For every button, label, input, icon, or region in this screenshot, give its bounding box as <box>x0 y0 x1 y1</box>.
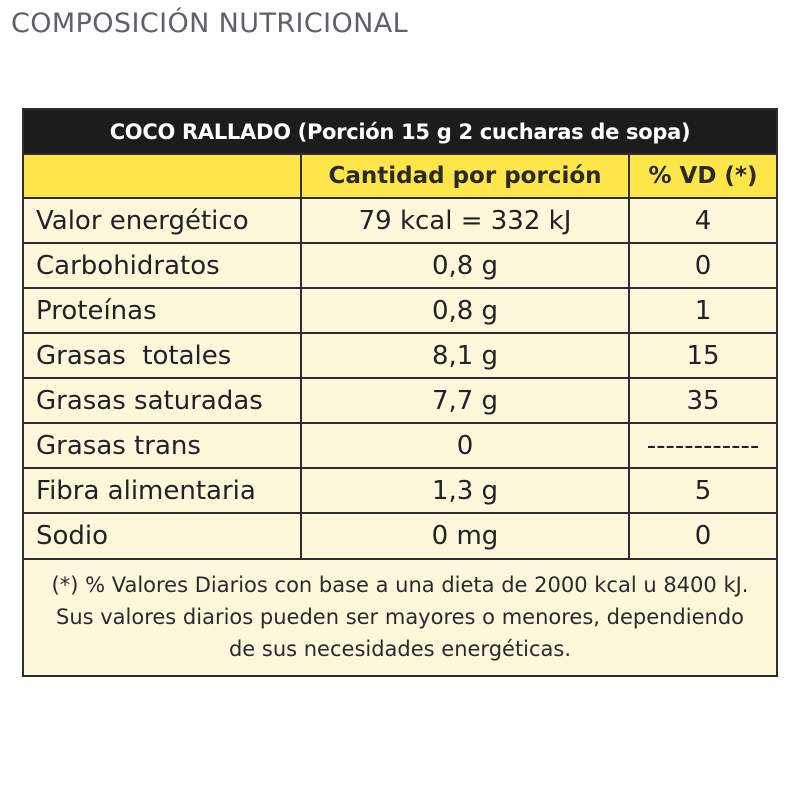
table-row: Valor energético 79 kcal = 332 kJ 4 <box>24 197 776 243</box>
table-row: Sodio 0 mg 0 <box>24 512 776 558</box>
nutrient-amount: 0 <box>301 422 630 468</box>
nutrient-amount: 1,3 g <box>301 467 630 513</box>
nutrient-name: Grasas totales <box>24 332 302 378</box>
nutrient-dv: ------------ <box>629 422 776 468</box>
nutrient-dv: 35 <box>629 377 776 423</box>
nutrient-amount: 0,8 g <box>301 287 630 333</box>
nutrient-name: Grasas trans <box>24 422 302 468</box>
column-header-amount: Cantidad por porción <box>301 153 630 198</box>
nutrient-name: Fibra alimentaria <box>24 467 302 513</box>
nutrition-table: COCO RALLADO (Porción 15 g 2 cucharas de… <box>22 108 778 677</box>
daily-value-footnote: (*) % Valores Diarios con base a una die… <box>24 558 776 675</box>
table-row: Grasas trans 0 ------------ <box>24 422 776 468</box>
product-heading: COCO RALLADO (Porción 15 g 2 cucharas de… <box>24 110 776 153</box>
nutrient-amount: 0,8 g <box>301 242 630 288</box>
table-row: Grasas saturadas 7,7 g 35 <box>24 377 776 423</box>
nutrient-amount: 79 kcal = 332 kJ <box>301 197 630 243</box>
nutrient-name: Carbohidratos <box>24 242 302 288</box>
column-header-dv: % VD (*) <box>629 153 776 198</box>
nutrient-amount: 0 mg <box>301 512 630 558</box>
table-row: Fibra alimentaria 1,3 g 5 <box>24 467 776 513</box>
nutrient-amount: 8,1 g <box>301 332 630 378</box>
table-row: Grasas totales 8,1 g 15 <box>24 332 776 378</box>
nutrient-name: Valor energético <box>24 197 302 243</box>
nutrient-dv: 1 <box>629 287 776 333</box>
page-title: COMPOSICIÓN NUTRICIONAL <box>11 8 409 39</box>
nutrient-dv: 0 <box>629 242 776 288</box>
nutrient-name: Proteínas <box>24 287 302 333</box>
nutrient-name: Grasas saturadas <box>24 377 302 423</box>
column-header-nutrient <box>24 153 302 198</box>
nutrient-dv: 5 <box>629 467 776 513</box>
nutrient-name: Sodio <box>24 512 302 558</box>
nutrient-dv: 15 <box>629 332 776 378</box>
nutrient-dv: 4 <box>629 197 776 243</box>
table-row: Carbohidratos 0,8 g 0 <box>24 242 776 288</box>
nutrient-amount: 7,7 g <box>301 377 630 423</box>
nutrition-grid: Cantidad por porción % VD (*) Valor ener… <box>24 153 776 558</box>
nutrient-dv: 0 <box>629 512 776 558</box>
column-header-row: Cantidad por porción % VD (*) <box>24 153 776 198</box>
table-row: Proteínas 0,8 g 1 <box>24 287 776 333</box>
